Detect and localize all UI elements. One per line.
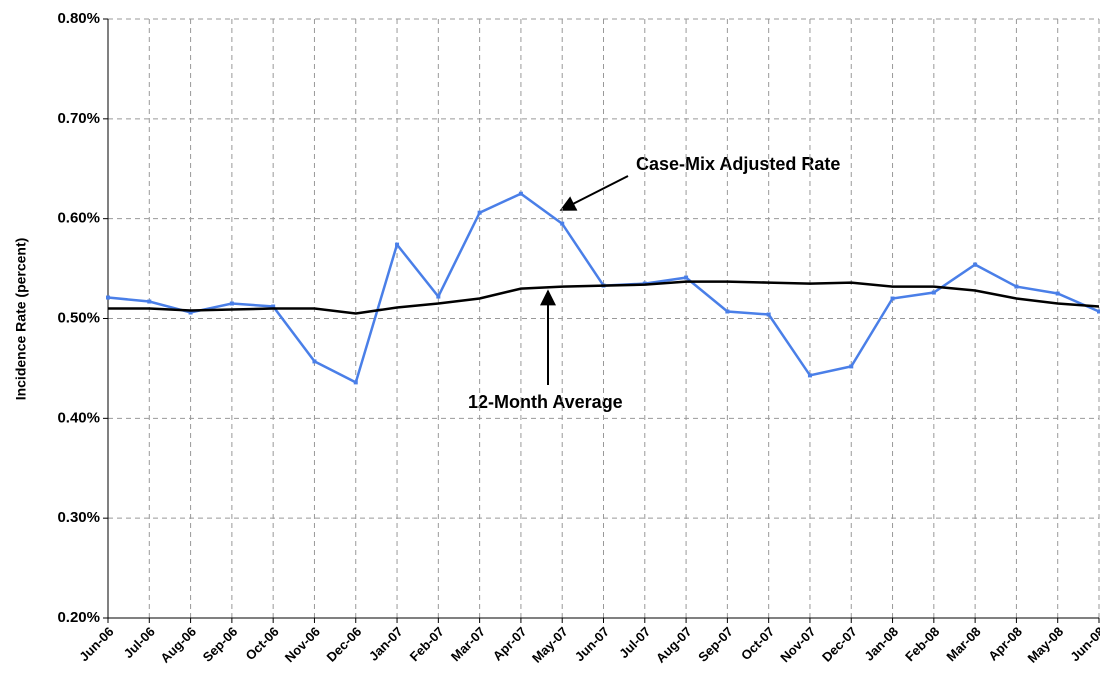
y-tick-label: 0.80% (57, 10, 100, 27)
x-tick-label: Jan-07 (366, 624, 406, 664)
x-tick-label: Apr-07 (490, 624, 530, 664)
data-point (931, 290, 936, 295)
data-point (436, 294, 441, 299)
x-tick-label: Feb-07 (407, 624, 447, 664)
data-point (890, 296, 895, 301)
annotation-arrow (559, 175, 629, 211)
x-tick-label: May-08 (1024, 624, 1066, 666)
data-point (312, 359, 317, 364)
data-point (766, 312, 771, 317)
y-tick-label: 0.70% (57, 110, 100, 127)
y-tick-label: 0.50% (57, 309, 100, 326)
data-point (849, 364, 854, 369)
x-tick-label: Jun-06 (76, 624, 116, 664)
x-tick-label: Aug-06 (157, 624, 199, 666)
data-point (106, 295, 110, 300)
series-line (108, 280, 1100, 315)
x-tick-label: Apr-08 (985, 624, 1025, 664)
data-point (973, 262, 978, 267)
x-tick-label: Nov-06 (282, 624, 323, 665)
x-tick-label: Sep-06 (200, 624, 241, 665)
data-point (518, 191, 523, 196)
x-tick-label: Oct-06 (242, 624, 281, 663)
data-point (188, 310, 193, 315)
x-tick-label: Jan-08 (861, 624, 901, 664)
x-tick-label: Jun-08 (1067, 624, 1100, 664)
data-point (395, 242, 400, 247)
data-point (725, 309, 730, 314)
data-point (1055, 291, 1060, 296)
data-point (147, 299, 152, 304)
data-point (1014, 284, 1019, 289)
data-point (271, 304, 276, 309)
y-tick-label: 0.60% (57, 210, 100, 227)
x-tick-label: Nov-07 (777, 624, 818, 665)
x-tick-label: May-07 (529, 624, 571, 666)
x-tick-label: Sep-07 (695, 624, 736, 665)
x-tick-label: Aug-07 (653, 624, 695, 666)
data-point (477, 210, 482, 215)
y-axis-label: Incidence Rate (percent) (13, 238, 29, 401)
annotation: Case-Mix Adjusted Rate (636, 154, 840, 174)
data-point (684, 275, 689, 280)
y-tick-label: 0.40% (57, 409, 100, 426)
data-point (1097, 309, 1100, 314)
x-tick-label: Jul-07 (616, 624, 653, 661)
x-tick-label: Feb-08 (902, 624, 942, 664)
x-tick-label: Mar-07 (448, 624, 488, 664)
x-tick-label: Mar-08 (943, 624, 983, 664)
data-point (807, 373, 812, 378)
y-tick-label: 0.30% (57, 509, 100, 526)
x-tick-label: Jul-06 (121, 624, 158, 661)
data-point (560, 221, 565, 226)
y-tick-label: 0.20% (57, 609, 100, 626)
annotation: 12-Month Average (468, 392, 623, 412)
data-point (353, 380, 358, 385)
x-tick-label: Oct-07 (738, 624, 777, 663)
x-tick-label: Dec-06 (324, 624, 365, 665)
x-tick-label: Dec-07 (819, 624, 860, 665)
x-tick-label: Jun-07 (572, 624, 612, 664)
data-point (229, 301, 234, 306)
